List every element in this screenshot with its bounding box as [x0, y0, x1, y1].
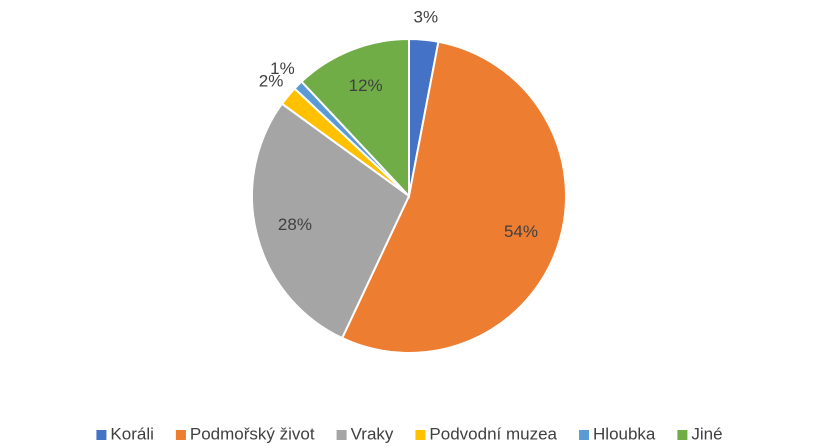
data-label: 1%	[270, 59, 295, 78]
legend-label: Jiné	[691, 424, 722, 443]
legend-swatch	[96, 430, 107, 440]
legend-swatch	[677, 430, 688, 440]
data-label: 3%	[414, 7, 439, 26]
legend-label: Podvodní muzea	[429, 424, 557, 443]
legend-label: Hloubka	[593, 424, 656, 443]
legend-label: Vraky	[351, 424, 394, 443]
data-label: 2%	[259, 71, 284, 90]
legend-swatch	[579, 430, 590, 440]
data-label: 28%	[278, 215, 312, 234]
data-label: 12%	[349, 76, 383, 95]
legend-label: Koráli	[110, 424, 153, 443]
pie-slice	[300, 37, 410, 199]
pie-slice	[340, 40, 567, 354]
pie-slice	[251, 102, 411, 340]
legend-swatch	[175, 430, 186, 440]
legend-label: Podmořský život	[190, 424, 315, 443]
legend-swatch	[336, 430, 347, 440]
data-label: 54%	[504, 222, 538, 241]
legend: Koráli Podmořský život Vraky Podvodní muzea…	[96, 424, 723, 443]
legend-swatch	[415, 430, 426, 440]
